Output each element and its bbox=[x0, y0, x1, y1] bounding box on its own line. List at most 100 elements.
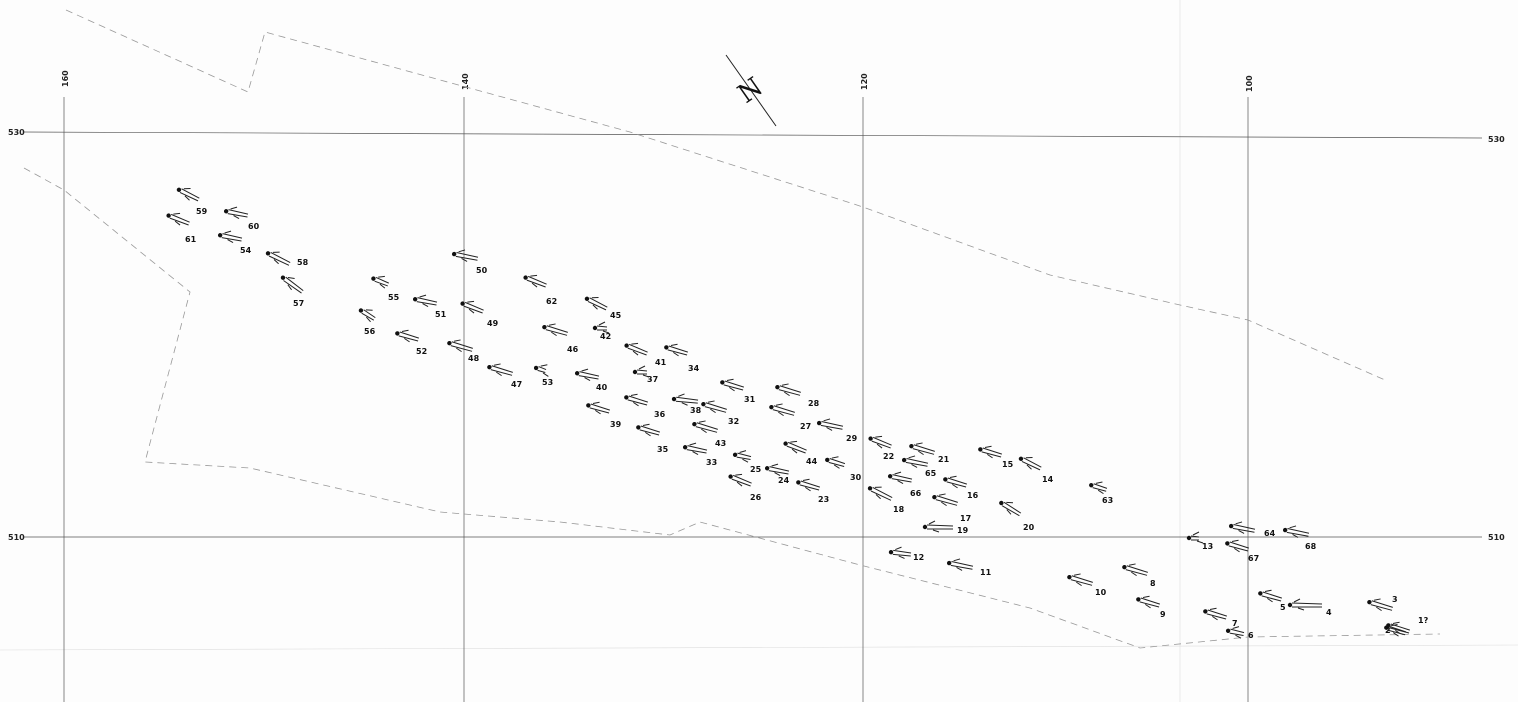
figure-number-label: 17 bbox=[960, 514, 971, 523]
figure-outline bbox=[909, 442, 935, 456]
figure-outline bbox=[586, 401, 611, 415]
figure-number-label: 58 bbox=[297, 258, 309, 267]
figure-number-label: 46 bbox=[567, 345, 579, 354]
figure-body bbox=[283, 276, 304, 294]
figure-number-label: 30 bbox=[850, 473, 862, 482]
figure-number-label: 11 bbox=[980, 568, 992, 577]
figure-body bbox=[545, 323, 568, 337]
figure-number-label: 23 bbox=[818, 495, 829, 504]
figure-head bbox=[460, 301, 465, 306]
figure-outline bbox=[533, 364, 549, 377]
figure-body bbox=[179, 188, 200, 202]
figure-outline bbox=[280, 275, 304, 294]
figure-number-label: 4 bbox=[1326, 608, 1332, 617]
grid-label-x: 140 bbox=[461, 73, 470, 90]
figure-head bbox=[1384, 625, 1389, 630]
figure-outline bbox=[632, 365, 650, 378]
figure-body bbox=[221, 230, 243, 244]
figure-body bbox=[596, 321, 610, 334]
figure-outline bbox=[671, 393, 699, 406]
figure-number-label: 51 bbox=[435, 310, 447, 319]
figure-body bbox=[912, 442, 935, 456]
figure-outline bbox=[664, 343, 689, 357]
figure-outline bbox=[217, 230, 243, 244]
figure-head bbox=[867, 486, 873, 491]
figure-head bbox=[636, 425, 641, 430]
figure-body bbox=[772, 403, 795, 417]
figure-number-label: 8 bbox=[1150, 579, 1156, 588]
figure-outline bbox=[769, 403, 795, 417]
figure-body bbox=[935, 493, 958, 507]
grid-label-y: 530 bbox=[1488, 135, 1505, 144]
figure-outline bbox=[592, 321, 610, 334]
figure-body bbox=[1261, 589, 1283, 603]
figure-body bbox=[169, 212, 190, 226]
figure-head bbox=[868, 436, 873, 441]
figure-outline bbox=[999, 500, 1022, 517]
figure-head bbox=[1136, 597, 1141, 602]
figure-outline bbox=[1089, 481, 1108, 495]
figure-body bbox=[361, 309, 376, 323]
figure-outline bbox=[371, 275, 390, 289]
grid-label-x: 160 bbox=[61, 70, 70, 87]
figure-outline bbox=[1067, 573, 1093, 587]
figure-body bbox=[1206, 607, 1228, 621]
figure-number-label: 48 bbox=[468, 354, 480, 363]
figure-head bbox=[1186, 535, 1192, 541]
figure-number-label: 34 bbox=[688, 364, 700, 373]
figure-body bbox=[398, 329, 420, 343]
figure-head bbox=[632, 369, 638, 375]
grid-label-x: 100 bbox=[1245, 75, 1254, 92]
figure-outline bbox=[692, 420, 718, 434]
figure-body bbox=[695, 420, 718, 434]
figure-number-label: 18 bbox=[893, 505, 905, 514]
figure-outline bbox=[1122, 563, 1148, 577]
figure-body bbox=[926, 520, 954, 533]
figure-number-label: 44 bbox=[806, 457, 818, 466]
grid-labels: 160 140 120 100 530 530 510 510 bbox=[8, 70, 1505, 542]
figure-body bbox=[1190, 531, 1204, 544]
figure-head bbox=[901, 457, 907, 463]
upper-boundary-line bbox=[65, 9, 1386, 381]
figure-body bbox=[587, 297, 608, 311]
figure-number-label: 53 bbox=[542, 378, 553, 387]
figure-number-label: 6 bbox=[1248, 631, 1254, 640]
north-letter: N bbox=[733, 72, 769, 110]
figure-number-label: 67 bbox=[1248, 554, 1259, 563]
figure-outline bbox=[922, 520, 954, 533]
figure-outline bbox=[701, 400, 727, 414]
figure-head bbox=[1018, 456, 1024, 461]
figure-number-label: 22 bbox=[883, 452, 894, 461]
figure-head bbox=[586, 403, 591, 408]
figure-outline bbox=[166, 212, 190, 226]
figure-number-label: 16 bbox=[967, 491, 979, 500]
figure-outline bbox=[943, 475, 968, 489]
figure-body bbox=[639, 423, 661, 437]
figure-body bbox=[731, 473, 752, 487]
figure-body bbox=[1370, 598, 1393, 612]
figure-head bbox=[1228, 523, 1234, 529]
figure-body bbox=[786, 440, 807, 454]
figure-outline bbox=[1136, 595, 1161, 609]
figure-head bbox=[775, 384, 780, 390]
figure-number-label: 20 bbox=[1023, 523, 1035, 532]
figure-head bbox=[280, 275, 286, 280]
figure-number-label: 29 bbox=[846, 434, 858, 443]
grid-label-y: 510 bbox=[8, 533, 25, 542]
figure-outline bbox=[542, 323, 568, 337]
figure-body bbox=[1286, 525, 1310, 538]
figure-head bbox=[487, 364, 492, 370]
figure-number-label: 9 bbox=[1160, 610, 1166, 619]
figure-body bbox=[686, 442, 708, 456]
figure-number-label: 24 bbox=[778, 476, 790, 485]
figure-body bbox=[1389, 621, 1411, 635]
figure-head bbox=[451, 251, 457, 257]
figure-outline bbox=[1225, 539, 1250, 553]
figure-outline bbox=[358, 308, 376, 323]
figure-outline bbox=[574, 368, 600, 382]
figure-body bbox=[416, 294, 438, 308]
figure-head bbox=[728, 474, 733, 479]
figure-outline bbox=[764, 463, 790, 477]
